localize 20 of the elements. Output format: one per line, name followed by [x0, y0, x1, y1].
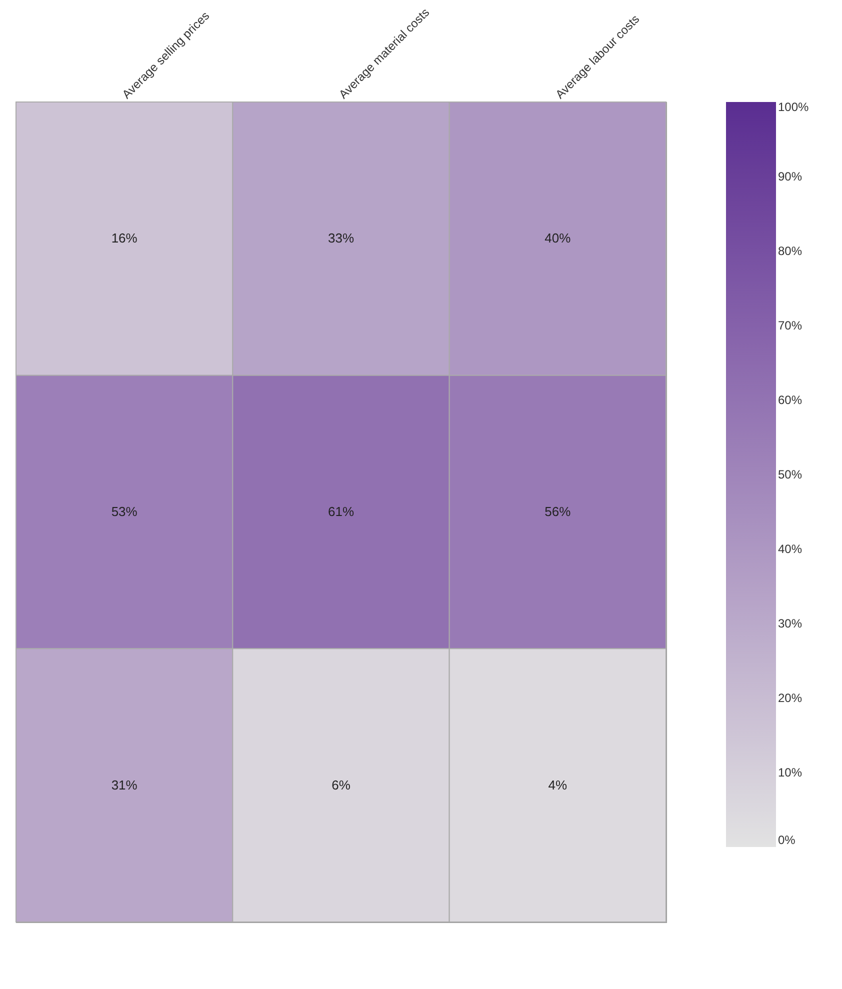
color-bar-label: 100%: [778, 100, 810, 114]
data-label: 56%: [544, 504, 572, 519]
color-bar-label: 70%: [778, 318, 802, 332]
color-bar-label: 0%: [778, 833, 796, 847]
color-bar-label: 90%: [778, 170, 802, 184]
color-bar-label: 40%: [778, 542, 802, 556]
data-label: 61%: [328, 504, 354, 519]
data-label: 16%: [111, 230, 138, 246]
color-bar-label: 30%: [778, 616, 802, 630]
data-label: 6%: [332, 777, 351, 792]
color-bar-label: 20%: [778, 691, 802, 705]
color-bar-label: 10%: [778, 766, 802, 780]
data-label: 31%: [111, 777, 138, 792]
color-bar-label: 80%: [778, 244, 802, 258]
data-label: 40%: [544, 230, 572, 246]
data-label: 53%: [111, 504, 138, 519]
data-label: 33%: [328, 230, 354, 246]
data-label: 4%: [548, 777, 568, 792]
color-bar-label: 60%: [778, 393, 802, 407]
color-bar-label: 50%: [778, 468, 802, 482]
